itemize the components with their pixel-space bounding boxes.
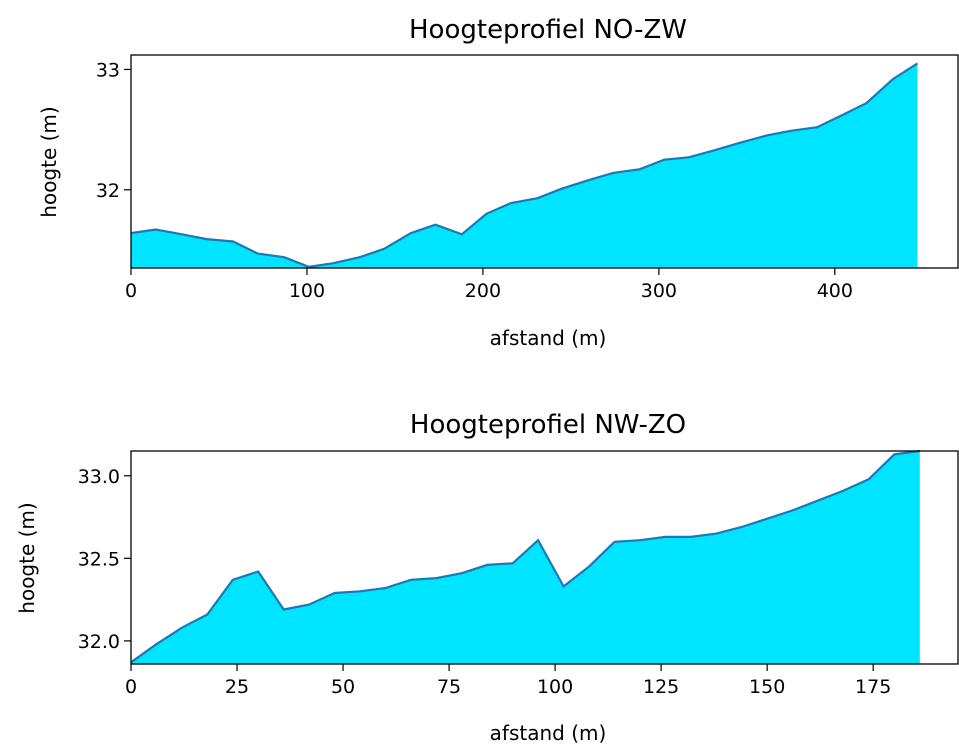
y-tick-label: 32 xyxy=(96,180,120,202)
x-tick-label: 25 xyxy=(225,676,249,698)
y-tick-label: 33.0 xyxy=(78,466,120,488)
x-tick-label: 75 xyxy=(437,676,461,698)
y-axis-ticks: 32 33 xyxy=(96,59,131,202)
x-tick-label: 200 xyxy=(465,280,501,302)
chart-nw-se: Hoogteprofiel NW-ZO 0 25 50 75 100 125 150 175 … xyxy=(15,410,959,745)
x-axis-label: afstand (m) xyxy=(490,721,607,745)
x-tick-label: 125 xyxy=(643,676,679,698)
y-axis-label: hoogte (m) xyxy=(37,106,61,217)
x-tick-label: 175 xyxy=(855,676,891,698)
x-tick-label: 50 xyxy=(331,676,355,698)
y-axis-label: hoogte (m) xyxy=(15,502,39,613)
chart-title: Hoogteprofiel NO-ZW xyxy=(409,15,687,45)
y-axis-ticks: 32.0 32.5 33.0 xyxy=(78,466,131,653)
x-tick-label: 0 xyxy=(125,280,137,302)
area-fill xyxy=(131,451,920,664)
chart-ne-sw: Hoogteprofiel NO-ZW 0 100 200 300 400 32 33 a… xyxy=(37,15,959,350)
plot-frame xyxy=(130,450,959,665)
x-tick-label: 300 xyxy=(641,280,677,302)
x-axis-label: afstand (m) xyxy=(490,326,607,350)
y-tick-label: 32.5 xyxy=(78,548,120,570)
plot-frame xyxy=(130,54,959,269)
x-tick-label: 100 xyxy=(537,676,573,698)
area-outline xyxy=(130,62,919,268)
y-tick-label: 33 xyxy=(96,59,120,81)
chart-title: Hoogteprofiel NW-ZO xyxy=(410,410,686,440)
area-outline xyxy=(130,449,920,664)
x-axis-ticks: 0 25 50 75 100 125 150 175 xyxy=(125,664,891,698)
x-tick-label: 150 xyxy=(749,676,785,698)
x-tick-label: 0 xyxy=(125,676,137,698)
x-axis-ticks: 0 100 200 300 400 xyxy=(125,268,853,302)
x-tick-label: 100 xyxy=(289,280,325,302)
x-tick-label: 400 xyxy=(817,280,853,302)
y-tick-label: 32.0 xyxy=(78,631,120,653)
area-fill xyxy=(131,63,918,269)
